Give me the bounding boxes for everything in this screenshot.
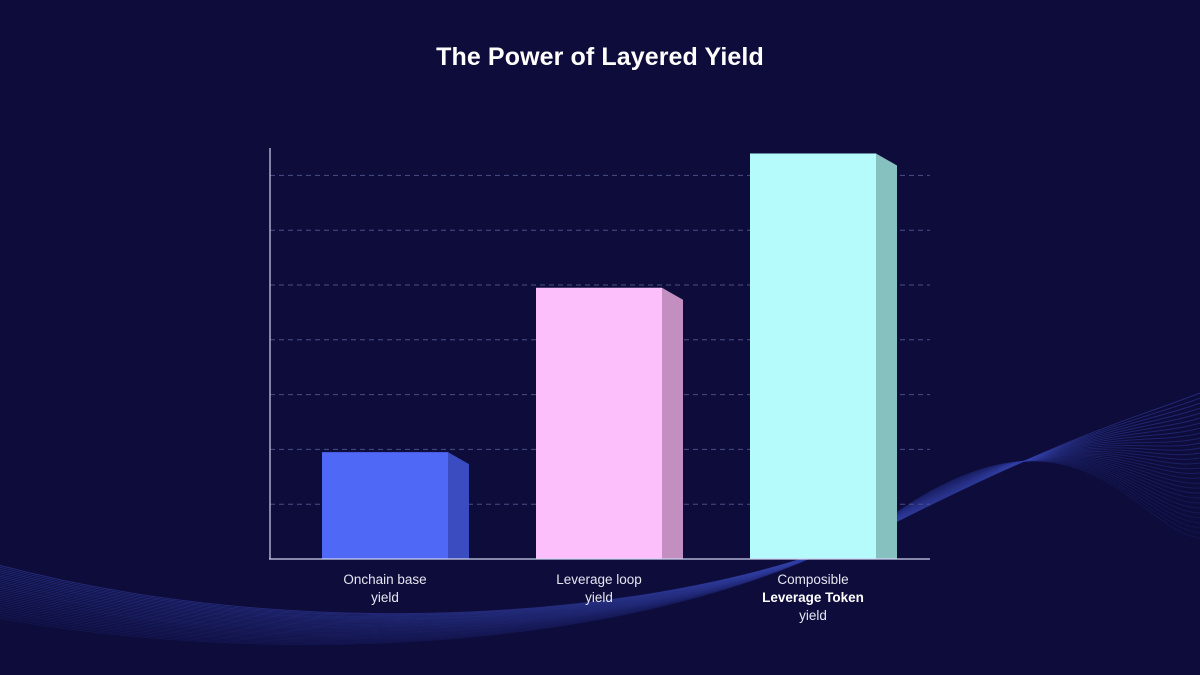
category-label-line: yield [799, 608, 827, 623]
bar [536, 287, 662, 559]
background-wave-line [0, 437, 1200, 624]
bar [322, 452, 448, 559]
category-label-line: yield [371, 590, 399, 605]
category-label-line: Leverage loop [556, 572, 642, 587]
background-wave-line [0, 442, 1200, 625]
background-wave-line [0, 449, 1200, 627]
background-wave-line [0, 402, 1200, 617]
category-label-line: Composible [777, 572, 849, 587]
bar-side-face [876, 153, 897, 560]
bar [750, 153, 876, 560]
background-wave-line [0, 412, 1200, 619]
category-label-line: Leverage Token [762, 590, 864, 605]
background-wave-line [0, 456, 1200, 633]
background-wave-line [0, 447, 1200, 626]
chart-title: The Power of Layered Yield [436, 43, 764, 71]
background-wave-line [0, 427, 1200, 622]
background-wave-line [0, 407, 1200, 618]
category-label: Composible Leverage Token yield [713, 571, 913, 625]
category-label: Onchain base yield [285, 571, 485, 607]
bars [322, 153, 897, 560]
background-wave-line [0, 432, 1200, 623]
bar-side-face [662, 287, 683, 559]
category-label-line: Onchain base [343, 572, 427, 587]
category-label: Leverage loop yield [499, 571, 699, 607]
background-wave-line [0, 417, 1200, 620]
category-label-line: yield [585, 590, 613, 605]
bar-side-face [448, 452, 469, 559]
